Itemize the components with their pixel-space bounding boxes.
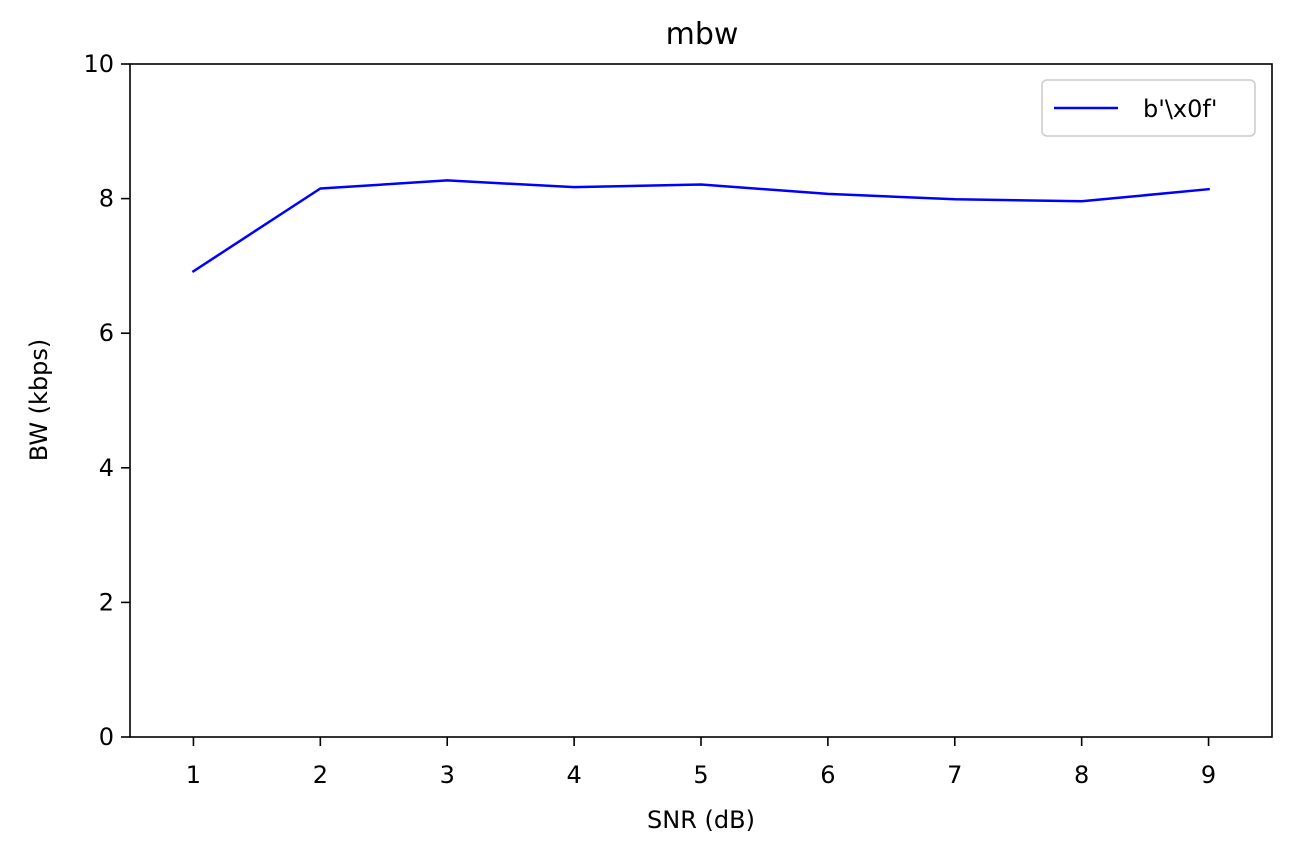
x-axis: 1 2 3 4 5 6 7 8 9 [186, 737, 1216, 789]
x-tick-label: 2 [313, 761, 328, 789]
x-axis-label: SNR (dB) [647, 806, 755, 834]
x-tick-label: 4 [566, 761, 581, 789]
plot-area [129, 63, 1273, 738]
legend: b'\x0f' [1041, 79, 1256, 137]
y-axis-label: BW (kbps) [25, 339, 53, 462]
series-line-0 [191, 179, 1210, 274]
legend-box [1041, 79, 1256, 137]
x-tick-label: 8 [1074, 761, 1089, 789]
x-tick-label: 9 [1201, 761, 1216, 789]
series-layer [191, 179, 1210, 274]
x-tick-label: 1 [186, 761, 201, 789]
x-tick-label: 7 [947, 761, 962, 789]
y-tick-label: 6 [99, 319, 114, 347]
x-tick-label: 6 [820, 761, 835, 789]
x-tick-label: 3 [440, 761, 455, 789]
x-tick-label: 5 [693, 761, 708, 789]
y-tick-label: 0 [99, 723, 114, 751]
y-tick-label: 8 [99, 185, 114, 213]
legend-entry-label: b'\x0f' [1143, 95, 1217, 123]
y-tick-label: 2 [99, 588, 114, 616]
y-tick-label: 4 [99, 454, 114, 482]
y-tick-label: 10 [83, 50, 114, 78]
chart-title: mbw [666, 17, 739, 52]
y-axis: 0 2 4 6 8 10 [83, 50, 130, 751]
